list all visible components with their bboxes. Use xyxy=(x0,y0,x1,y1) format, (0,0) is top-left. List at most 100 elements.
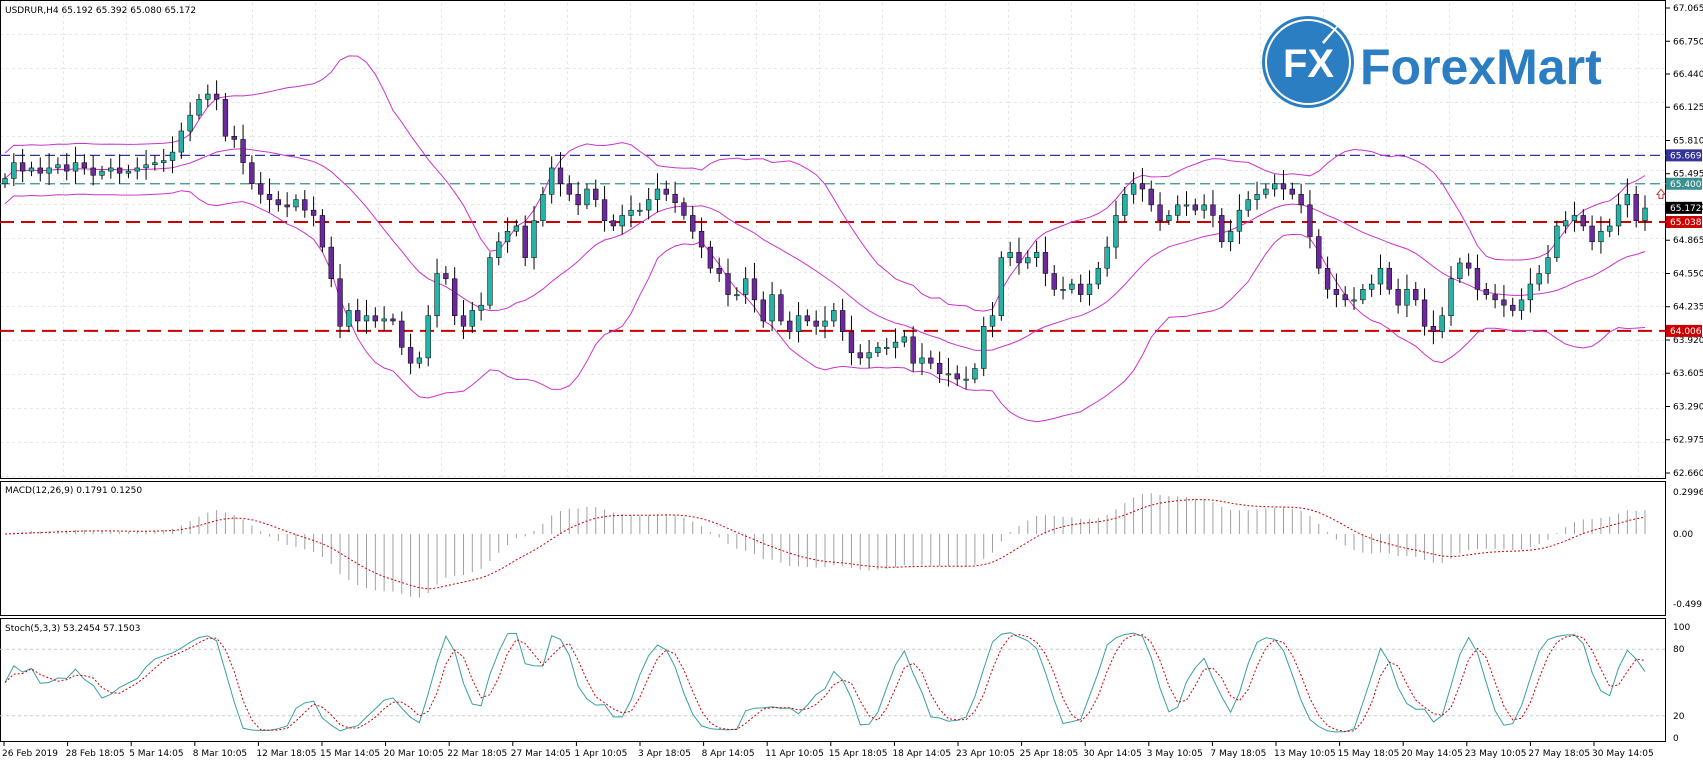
candle xyxy=(778,294,784,322)
candle xyxy=(28,167,35,172)
level-badge-label: 65.038 xyxy=(1670,218,1702,228)
stoch-tick-label: 0 xyxy=(1673,734,1679,744)
candle xyxy=(584,188,590,206)
candle xyxy=(1236,209,1243,232)
candle xyxy=(355,310,361,322)
candle xyxy=(1086,283,1093,295)
candle xyxy=(557,167,564,185)
time-tick-label: 5 Mar 14:05 xyxy=(129,749,183,759)
candle xyxy=(742,278,749,295)
level-badge xyxy=(1666,324,1702,337)
price-tick-label: 62.660 xyxy=(1673,469,1703,479)
price-tick-label: 63.605 xyxy=(1673,369,1703,379)
candle xyxy=(46,167,52,174)
candle xyxy=(337,278,343,327)
candle xyxy=(275,199,282,206)
candle xyxy=(1439,315,1445,332)
time-tick-label: 15 Mar 14:05 xyxy=(320,749,380,759)
level-badges: 65.669 65.400 65.172 65.038 64.006 xyxy=(1666,149,1702,337)
candle xyxy=(1113,215,1119,248)
bollinger-bands xyxy=(4,55,1646,423)
time-axis: 26 Feb 2019 28 Feb 18:05 5 Mar 14:05 8 Mar … xyxy=(2,742,1654,759)
candle xyxy=(1139,183,1146,190)
candle xyxy=(1033,252,1040,258)
candle xyxy=(478,304,484,311)
candle xyxy=(196,99,202,116)
level-badge-label: 65.669 xyxy=(1670,151,1702,161)
macd-tick-label: 0.2996 xyxy=(1673,488,1703,498)
candle xyxy=(936,362,943,375)
candle xyxy=(769,294,775,322)
candle xyxy=(1633,194,1639,221)
macd-signal-line xyxy=(4,499,1646,590)
candle xyxy=(910,336,916,364)
candle xyxy=(1368,283,1375,290)
candle xyxy=(390,318,396,322)
candle xyxy=(1219,215,1225,243)
time-tick-label: 25 Apr 18:05 xyxy=(1020,749,1079,759)
candle xyxy=(1360,289,1366,301)
candle xyxy=(1598,231,1604,243)
candle xyxy=(487,257,493,306)
candle xyxy=(804,315,811,322)
candle xyxy=(848,331,855,353)
candle xyxy=(363,315,370,322)
time-tick-label: 22 Mar 18:05 xyxy=(447,749,507,759)
price-pane: USDRUR,H4 65.192 65.392 65.080 65.172 xyxy=(0,0,1667,479)
candle xyxy=(372,315,378,322)
candle xyxy=(346,310,352,327)
price-tick-label: 63.920 xyxy=(1673,336,1703,346)
macd-tick-label: -0.4991 xyxy=(1673,600,1703,610)
candle xyxy=(628,209,634,216)
candle xyxy=(725,273,731,295)
candle xyxy=(989,315,996,327)
price-tick-label: 67.065 xyxy=(1673,4,1703,14)
macd-tick-label: 0.00 xyxy=(1673,530,1693,540)
candle xyxy=(1095,267,1102,285)
level-badge-label: 65.400 xyxy=(1670,180,1702,190)
candle xyxy=(795,315,802,332)
symbol-header: USDRUR,H4 65.192 65.392 65.080 65.172 xyxy=(5,6,196,16)
candle xyxy=(875,347,881,353)
candle xyxy=(443,273,449,280)
candle xyxy=(884,347,890,349)
time-tick-label: 13 May 10:05 xyxy=(1274,749,1336,759)
candle xyxy=(1536,273,1542,285)
candle xyxy=(963,378,969,381)
time-tick-label: 23 May 10:05 xyxy=(1465,749,1527,759)
candle xyxy=(972,368,978,380)
candle xyxy=(1377,267,1384,285)
price-tick-label: 65.810 xyxy=(1673,136,1703,146)
candle xyxy=(2,178,8,185)
candle xyxy=(1183,204,1190,207)
candle xyxy=(1192,204,1198,211)
candle xyxy=(998,257,1005,316)
candle xyxy=(645,199,652,211)
candle xyxy=(1175,204,1181,216)
candle xyxy=(161,160,167,163)
candle xyxy=(954,373,960,380)
candle xyxy=(1642,207,1648,221)
time-tick-label: 30 Apr 14:05 xyxy=(1083,749,1142,759)
candle xyxy=(1069,283,1075,290)
candle xyxy=(1280,183,1287,190)
candle xyxy=(1607,225,1613,232)
candle xyxy=(575,194,581,206)
candle xyxy=(1166,215,1172,221)
upper-band xyxy=(4,55,1646,312)
candle xyxy=(672,194,678,204)
candle xyxy=(205,93,211,100)
candle xyxy=(1130,183,1137,195)
candle xyxy=(822,320,828,327)
candle xyxy=(1474,267,1481,290)
time-tick-label: 12 Mar 18:05 xyxy=(256,749,316,759)
candle xyxy=(1580,215,1586,227)
candle xyxy=(37,167,43,174)
level-badge xyxy=(1666,201,1702,214)
time-tick-label: 28 Feb 18:05 xyxy=(66,749,125,759)
candle xyxy=(866,352,872,359)
stoch-main-line xyxy=(4,632,1646,733)
candle xyxy=(1545,257,1551,274)
time-tick-label: 11 Apr 10:05 xyxy=(765,749,824,759)
candle xyxy=(293,199,299,208)
